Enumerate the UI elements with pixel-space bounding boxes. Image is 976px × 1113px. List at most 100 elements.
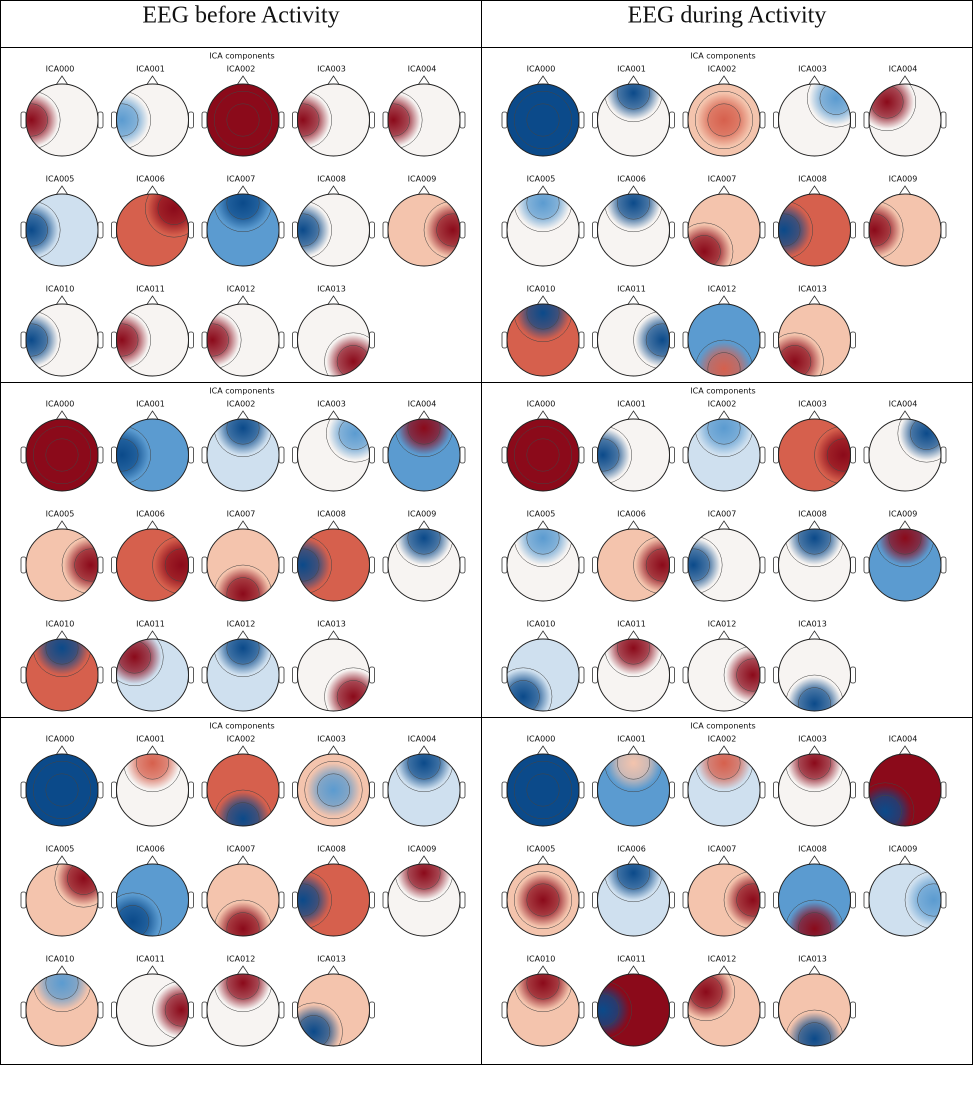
activation-blob	[425, 203, 460, 257]
ear	[940, 111, 947, 129]
component-label: ICA010	[527, 955, 556, 964]
ear	[592, 331, 598, 349]
contour	[869, 84, 917, 132]
ear	[201, 556, 208, 574]
nose	[146, 295, 159, 306]
topomap	[773, 295, 856, 377]
activation-blob	[516, 974, 570, 1010]
component-label: ICA004	[408, 400, 437, 409]
ear	[201, 1001, 208, 1019]
contour	[54, 864, 98, 908]
topomap	[773, 965, 856, 1047]
topomap	[592, 855, 675, 937]
ear	[459, 781, 466, 799]
topomap	[863, 410, 947, 492]
component-label: ICA013	[798, 955, 827, 964]
activation-blob	[306, 763, 361, 817]
topomap	[773, 855, 856, 937]
head-outline	[778, 303, 851, 377]
contour	[297, 548, 320, 582]
component-label: ICA006	[617, 175, 646, 184]
activation-blob	[397, 754, 451, 790]
nose	[717, 75, 731, 86]
nose	[236, 410, 250, 421]
topomap	[682, 630, 766, 712]
head-outline	[116, 528, 189, 602]
ear	[501, 666, 508, 684]
contour	[116, 905, 150, 936]
topomap	[111, 185, 194, 267]
contour	[226, 912, 260, 936]
component-label: ICA002	[227, 400, 256, 409]
topomap	[682, 295, 766, 377]
ear	[97, 221, 104, 239]
ear	[773, 1001, 779, 1019]
nose	[536, 630, 550, 641]
component-label: ICA006	[617, 510, 646, 519]
ear	[111, 1001, 117, 1019]
nose	[627, 745, 640, 756]
component-label: ICA011	[136, 955, 165, 964]
activation-blob	[297, 538, 330, 592]
activation-blob	[516, 304, 570, 340]
component-label: ICA004	[889, 400, 918, 409]
topomap	[201, 965, 285, 1047]
nose	[808, 75, 821, 86]
topomap	[292, 295, 375, 377]
activation-blob	[635, 313, 670, 367]
topomap	[382, 75, 466, 157]
nose	[55, 630, 69, 641]
activation-blob	[216, 901, 270, 936]
contour	[617, 639, 650, 665]
ear	[669, 891, 675, 909]
topomap	[201, 185, 285, 267]
nose	[417, 745, 431, 756]
topomap	[501, 965, 585, 1047]
activation-blob	[35, 974, 89, 1010]
topomap	[382, 855, 466, 937]
panel-title: ICA components	[209, 722, 274, 731]
ear	[188, 111, 194, 129]
contour	[45, 974, 79, 1000]
topomap	[773, 520, 856, 602]
ear	[278, 446, 285, 464]
head-outline	[687, 973, 761, 1047]
ear	[188, 891, 194, 909]
head-outline	[387, 83, 461, 157]
ear	[501, 221, 508, 239]
ear	[682, 781, 689, 799]
contour	[304, 760, 363, 820]
ear	[863, 221, 870, 239]
activation-blob	[516, 529, 570, 565]
topomap	[292, 855, 375, 937]
component-label: ICA002	[708, 735, 737, 744]
component-label: ICA010	[46, 620, 75, 629]
contour	[324, 667, 370, 711]
panel-title: ICA components	[690, 387, 755, 396]
component-label: ICA008	[798, 510, 827, 519]
activation-blob	[606, 864, 661, 900]
ear	[850, 666, 856, 684]
nose	[536, 185, 550, 196]
head-outline	[25, 973, 99, 1047]
topomap	[292, 185, 375, 267]
nose	[627, 855, 640, 866]
topomap	[292, 745, 375, 827]
ear	[850, 446, 856, 464]
nose	[717, 185, 731, 196]
ear	[459, 556, 466, 574]
head-outline	[206, 303, 280, 377]
nose	[327, 75, 340, 86]
contour	[688, 222, 734, 266]
nose	[55, 745, 69, 756]
ear	[501, 331, 508, 349]
contour	[778, 213, 801, 247]
ear	[20, 556, 27, 574]
activation-blob	[116, 639, 162, 684]
component-label: ICA003	[317, 735, 346, 744]
nose	[627, 75, 640, 86]
ear	[188, 446, 194, 464]
ear	[369, 781, 375, 799]
nose	[327, 965, 340, 976]
ear	[201, 781, 208, 799]
